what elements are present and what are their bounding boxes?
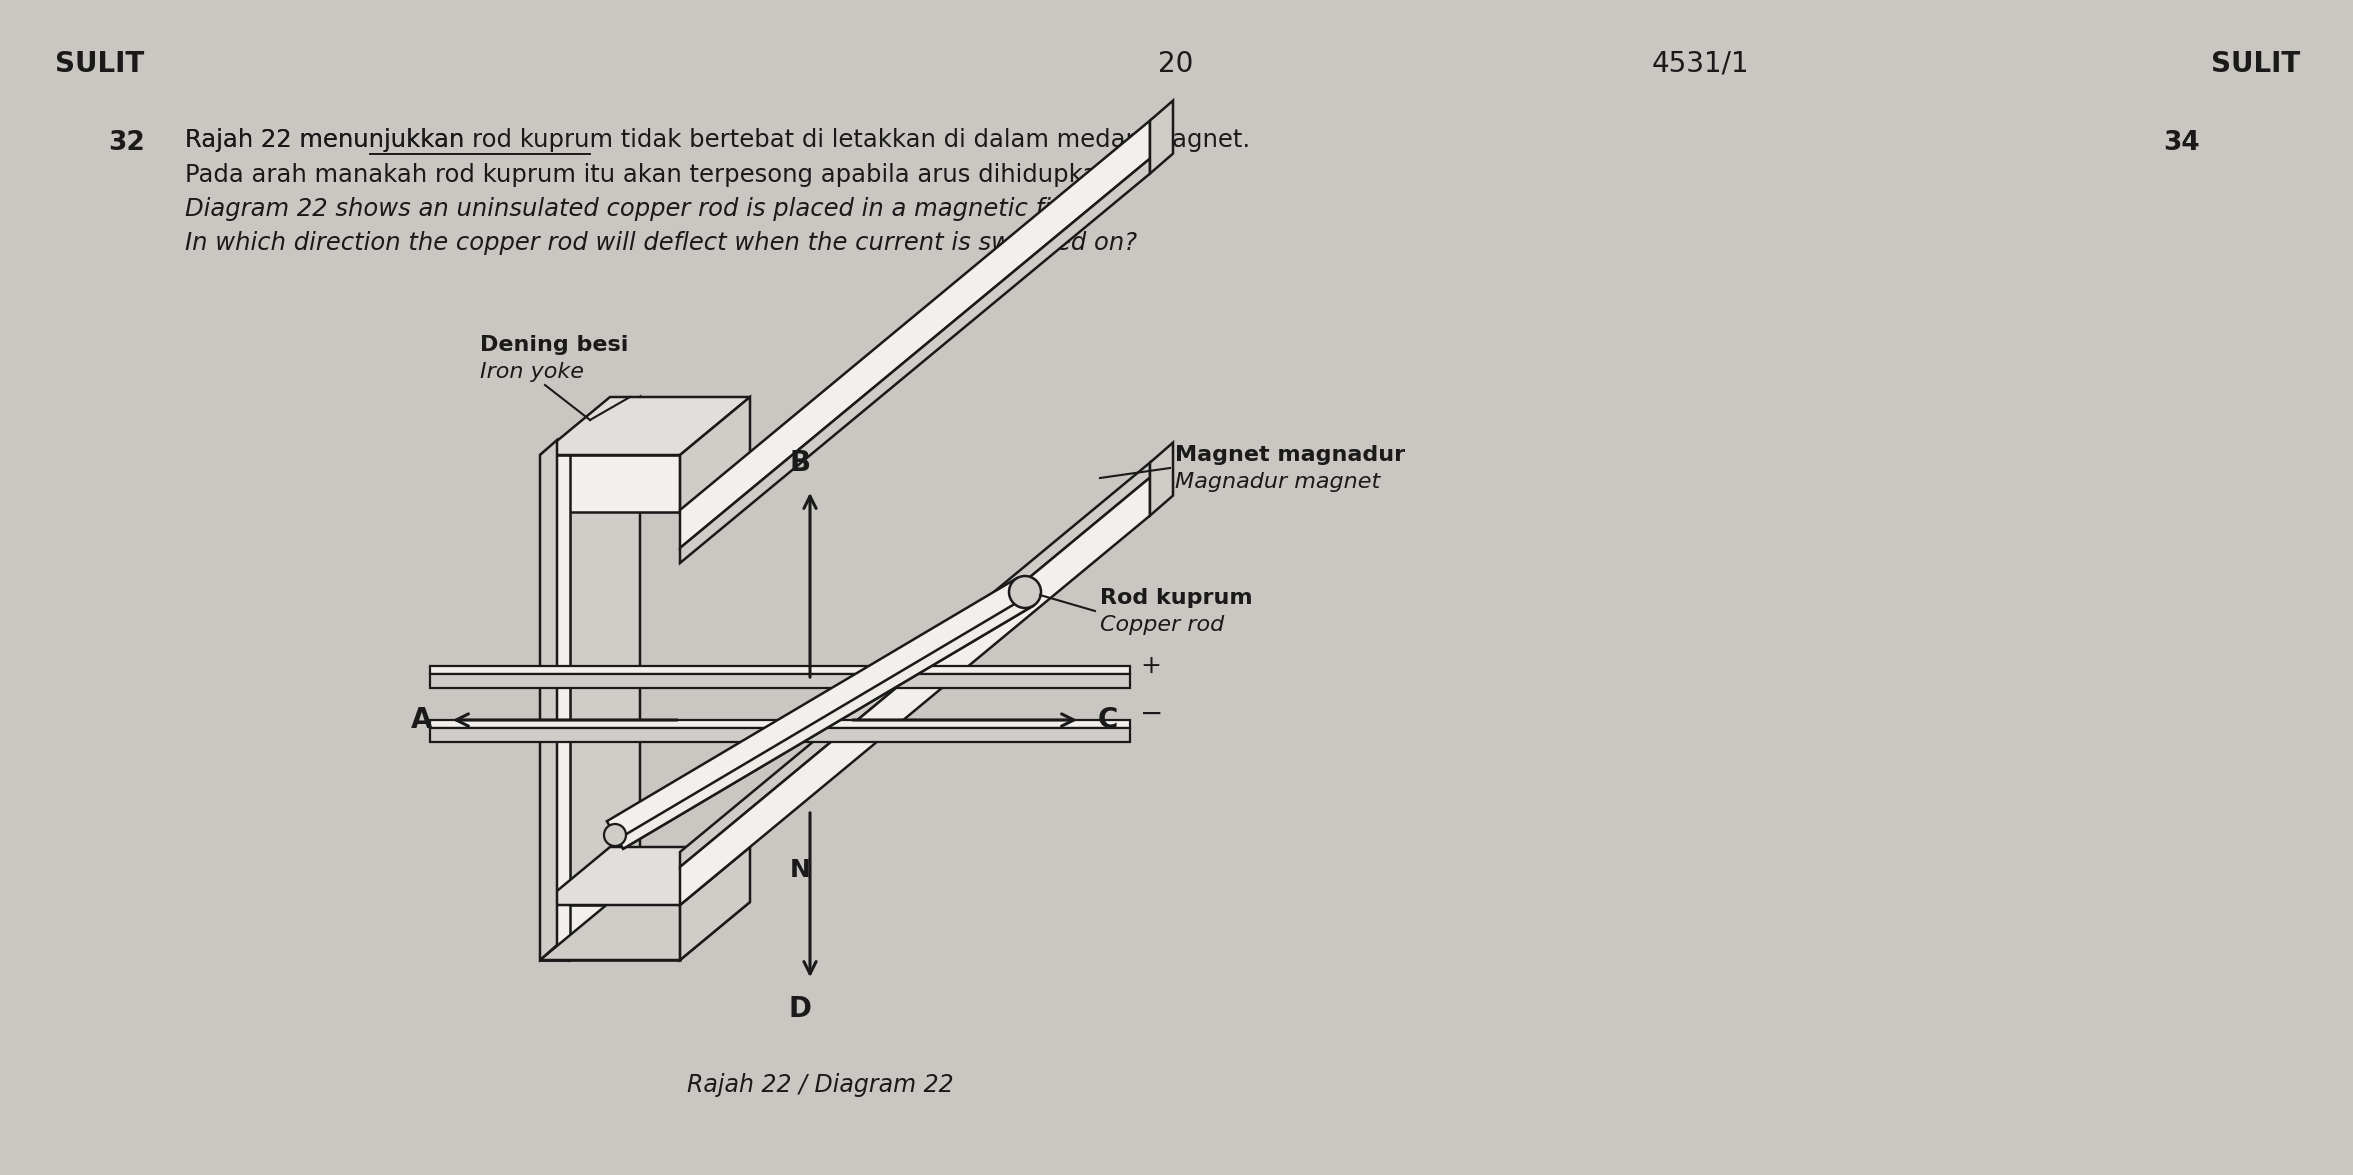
Text: Diagram 22 shows an uninsulated copper rod is placed in a magnetic field.: Diagram 22 shows an uninsulated copper r…: [186, 197, 1096, 221]
Polygon shape: [680, 397, 751, 512]
Text: N: N: [791, 858, 809, 882]
Polygon shape: [539, 397, 751, 455]
Polygon shape: [539, 439, 558, 960]
Circle shape: [605, 824, 626, 846]
Polygon shape: [680, 159, 1151, 563]
Polygon shape: [539, 902, 751, 960]
Text: A: A: [409, 706, 433, 734]
Polygon shape: [539, 847, 751, 905]
Polygon shape: [431, 727, 1129, 741]
Polygon shape: [431, 673, 1129, 687]
Polygon shape: [680, 463, 1151, 867]
Polygon shape: [431, 665, 1129, 673]
Polygon shape: [680, 477, 1151, 905]
Polygon shape: [539, 905, 680, 960]
Text: Rod kuprum: Rod kuprum: [1099, 588, 1252, 607]
Text: Dening besi: Dening besi: [480, 335, 628, 355]
Polygon shape: [539, 455, 680, 512]
Text: Rajah 22 menunjukkan rod kuprum tidak bertebat di letakkan di dalam medan magnet: Rajah 22 menunjukkan rod kuprum tidak be…: [186, 128, 1249, 152]
Polygon shape: [431, 719, 1129, 727]
Text: Magnet magnadur: Magnet magnadur: [1174, 445, 1405, 465]
Text: Rajah 22 / Diagram 22: Rajah 22 / Diagram 22: [687, 1073, 953, 1097]
Polygon shape: [569, 397, 640, 960]
Polygon shape: [680, 847, 751, 960]
Text: D: D: [788, 995, 812, 1023]
Polygon shape: [1151, 443, 1174, 516]
Text: C: C: [1099, 706, 1118, 734]
Text: In which direction the copper rod will deflect when the current is switched on?: In which direction the copper rod will d…: [186, 231, 1136, 255]
Text: Copper rod: Copper rod: [1099, 615, 1224, 634]
Polygon shape: [616, 596, 1033, 848]
Text: 20: 20: [1158, 51, 1193, 78]
Text: +: +: [1139, 654, 1160, 678]
Text: 34: 34: [2162, 130, 2200, 156]
Text: Pada arah manakah rod kuprum itu akan terpesong apabila arus dihidupkan?: Pada arah manakah rod kuprum itu akan te…: [186, 163, 1125, 187]
Polygon shape: [539, 454, 751, 512]
Text: 4531/1: 4531/1: [1652, 51, 1748, 78]
Text: −: −: [1139, 700, 1162, 728]
Circle shape: [1009, 576, 1040, 607]
Text: Magnadur magnet: Magnadur magnet: [1174, 472, 1381, 492]
Text: B: B: [791, 449, 809, 477]
Text: Iron yoke: Iron yoke: [480, 362, 584, 382]
Polygon shape: [1151, 101, 1174, 174]
Text: 32: 32: [108, 130, 146, 156]
Text: Rajah 22 menunjukkan: Rajah 22 menunjukkan: [186, 128, 473, 152]
Polygon shape: [539, 455, 569, 960]
Text: SULIT: SULIT: [54, 51, 144, 78]
Text: SULIT: SULIT: [2212, 51, 2299, 78]
Polygon shape: [680, 121, 1151, 548]
Polygon shape: [607, 578, 1033, 848]
